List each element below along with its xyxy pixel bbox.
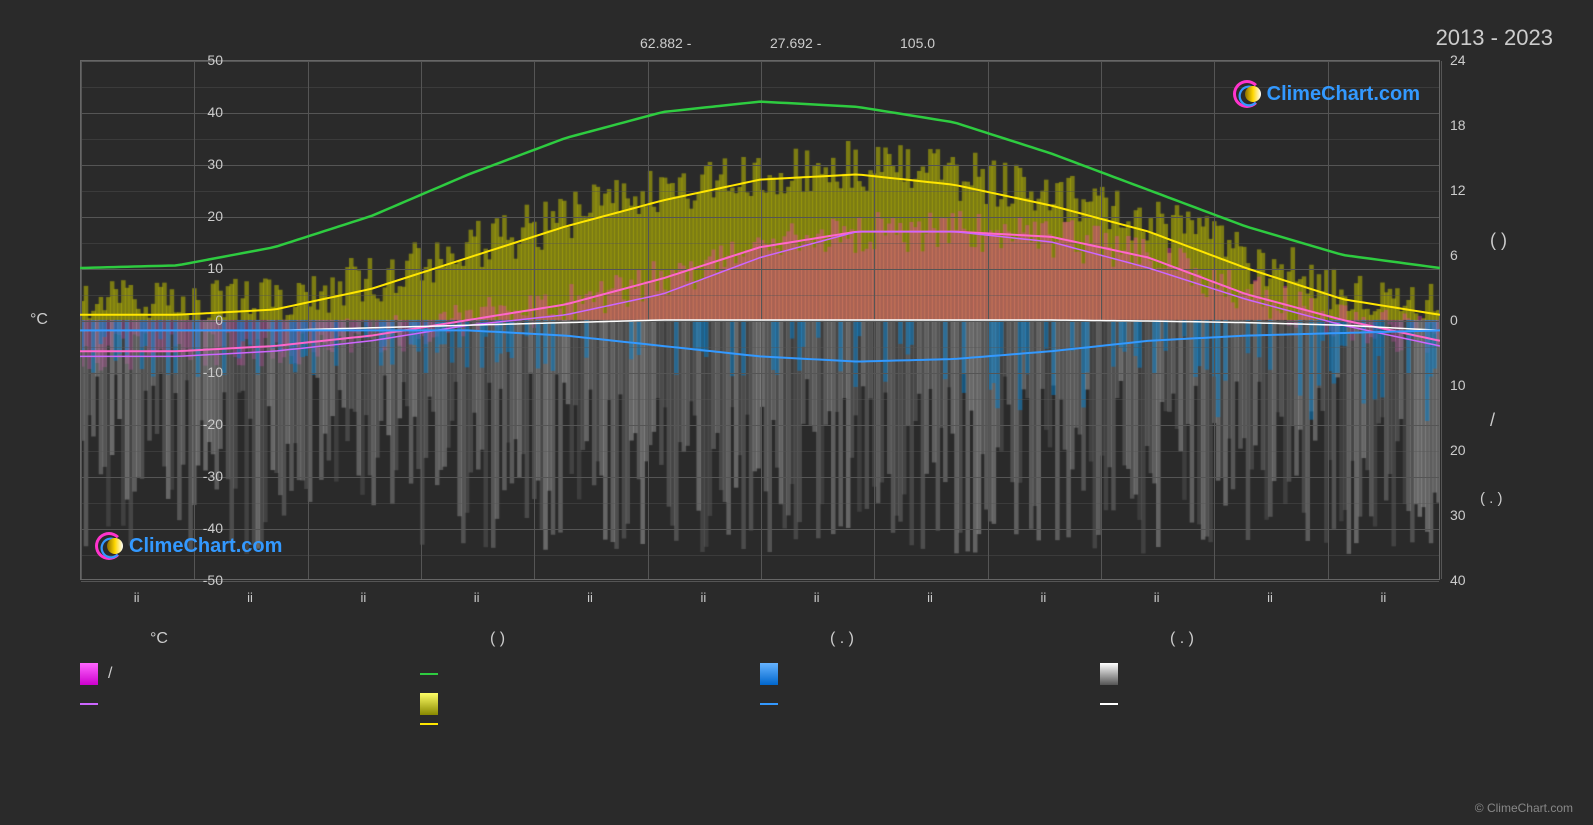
right-tick-label: 6 bbox=[1450, 247, 1458, 263]
legend-header: °C( )( . )( . ) bbox=[80, 630, 1440, 648]
chart-plot-area: ClimeChart.com ClimeChart.com bbox=[80, 60, 1440, 580]
legend-header-cell: ( . ) bbox=[1100, 630, 1440, 648]
legend-cell bbox=[420, 693, 760, 715]
right-axis-slash: / bbox=[1490, 410, 1495, 431]
legend-label: / bbox=[108, 665, 112, 683]
logo-icon bbox=[95, 532, 123, 560]
legend-header-cell: °C bbox=[80, 630, 420, 648]
month-label: ii bbox=[474, 590, 480, 605]
right-tick-label: 30 bbox=[1450, 507, 1466, 523]
left-axis-title: °C bbox=[30, 311, 48, 329]
legend-swatch bbox=[760, 663, 778, 685]
month-label: ii bbox=[814, 590, 820, 605]
left-tick-label: 20 bbox=[207, 208, 223, 224]
right-axis-brace-lower: ( . ) bbox=[1480, 490, 1503, 507]
legend-cell bbox=[420, 663, 760, 685]
right-tick-label: 20 bbox=[1450, 442, 1466, 458]
legend-cell bbox=[1100, 723, 1440, 725]
legend-swatch bbox=[80, 703, 98, 705]
legend-swatch bbox=[760, 703, 778, 705]
coord-value: 27.692 - bbox=[770, 35, 821, 51]
legend-cell bbox=[760, 693, 1100, 715]
legend-cell bbox=[1100, 693, 1440, 715]
right-axis-brace-upper: ( ) bbox=[1490, 230, 1507, 251]
legend-header-cell: ( . ) bbox=[760, 630, 1100, 648]
watermark-text: ClimeChart.com bbox=[129, 535, 282, 558]
right-tick-label: 0 bbox=[1450, 312, 1458, 328]
year-range: 2013 - 2023 bbox=[1436, 25, 1553, 51]
legend-header-cell: ( ) bbox=[420, 630, 760, 648]
legend-cell bbox=[420, 723, 760, 725]
watermark-top: ClimeChart.com bbox=[1233, 80, 1420, 108]
right-tick-label: 12 bbox=[1450, 182, 1466, 198]
coord-value: 62.882 - bbox=[640, 35, 691, 51]
month-label: ii bbox=[1154, 590, 1160, 605]
right-tick-label: 18 bbox=[1450, 117, 1466, 133]
left-tick-label: -50 bbox=[203, 572, 223, 588]
left-tick-label: -30 bbox=[203, 468, 223, 484]
legend-swatch bbox=[420, 723, 438, 725]
left-tick-label: -40 bbox=[203, 520, 223, 536]
legend-cell bbox=[80, 693, 420, 715]
legend-swatch bbox=[1100, 663, 1118, 685]
logo-icon bbox=[1233, 80, 1261, 108]
left-tick-label: -10 bbox=[203, 364, 223, 380]
month-label: ii bbox=[700, 590, 706, 605]
left-tick-label: 50 bbox=[207, 52, 223, 68]
legend-cell bbox=[80, 723, 420, 725]
legend-cell bbox=[760, 663, 1100, 685]
legend-body: / bbox=[80, 663, 1440, 725]
legend-swatch bbox=[1100, 703, 1118, 705]
left-tick-label: 30 bbox=[207, 156, 223, 172]
watermark-bottom: ClimeChart.com bbox=[95, 532, 282, 560]
month-label: ii bbox=[1267, 590, 1273, 605]
legend-swatch bbox=[420, 693, 438, 715]
month-label: ii bbox=[587, 590, 593, 605]
legend-cell bbox=[1100, 663, 1440, 685]
month-label: ii bbox=[134, 590, 140, 605]
legend-cell: / bbox=[80, 663, 420, 685]
left-tick-label: 40 bbox=[207, 104, 223, 120]
month-label: ii bbox=[360, 590, 366, 605]
right-tick-label: 24 bbox=[1450, 52, 1466, 68]
legend-cell bbox=[760, 723, 1100, 725]
legend: °C( )( . )( . ) / bbox=[80, 630, 1440, 733]
month-label: ii bbox=[1040, 590, 1046, 605]
right-tick-label: 40 bbox=[1450, 572, 1466, 588]
legend-swatch bbox=[80, 663, 98, 685]
left-tick-label: -20 bbox=[203, 416, 223, 432]
left-tick-label: 0 bbox=[215, 312, 223, 328]
watermark-text: ClimeChart.com bbox=[1267, 83, 1420, 106]
legend-swatch bbox=[420, 673, 438, 675]
left-tick-label: 10 bbox=[207, 260, 223, 276]
month-label: ii bbox=[927, 590, 933, 605]
month-label: ii bbox=[247, 590, 253, 605]
copyright: © ClimeChart.com bbox=[1475, 801, 1573, 815]
grid bbox=[80, 60, 1440, 580]
month-label: ii bbox=[1380, 590, 1386, 605]
right-tick-label: 10 bbox=[1450, 377, 1466, 393]
coord-value: 105.0 bbox=[900, 35, 935, 51]
